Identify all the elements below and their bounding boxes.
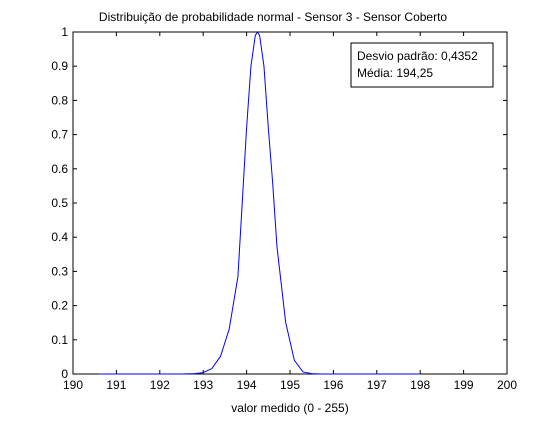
- std-dev-text: Desvio padrão: 0,4352: [357, 49, 478, 63]
- y-tick-label: 0.3: [51, 264, 68, 278]
- x-tick-label: 193: [193, 378, 213, 392]
- y-tick-label: 0.4: [51, 230, 68, 244]
- y-tick-label: 0.1: [51, 333, 68, 347]
- stats-annotation-box: Desvio padrão: 0,4352 Média: 194,25: [350, 42, 494, 88]
- x-tick-label: 191: [106, 378, 126, 392]
- x-tick-label: 192: [150, 378, 170, 392]
- y-tick-label: 0.9: [51, 59, 68, 73]
- x-axis-label: valor medido (0 - 255): [231, 401, 348, 415]
- y-tick-label: 0.8: [51, 93, 68, 107]
- x-tick-label: 200: [497, 378, 517, 392]
- y-tick-label: 0.5: [51, 196, 68, 210]
- chart-title: Distribuição de probabilidade normal - S…: [99, 10, 448, 24]
- x-tick-label: 197: [367, 378, 387, 392]
- x-tick-label: 199: [454, 378, 474, 392]
- axes-box: [72, 31, 508, 375]
- x-tick-label: 194: [237, 378, 257, 392]
- series-line-normal-distribution: [99, 31, 421, 375]
- mean-text: Média: 194,25: [357, 66, 433, 80]
- x-tick-label: 198: [410, 378, 430, 392]
- plot-area: 190 191 192 193 194 195 196 197 198 199 200 0 0.1 0.2…: [51, 25, 517, 392]
- x-tick-label: 196: [323, 378, 343, 392]
- y-tick-label: 0.6: [51, 162, 68, 176]
- y-tick-label: 0.7: [51, 128, 68, 142]
- annotation-frame: [350, 42, 494, 88]
- y-tick-label: 1: [61, 25, 68, 39]
- y-tick-label: 0: [61, 367, 68, 381]
- x-tick-label: 190: [63, 378, 83, 392]
- y-tick-label: 0.2: [51, 299, 68, 313]
- x-tick-label: 195: [280, 378, 300, 392]
